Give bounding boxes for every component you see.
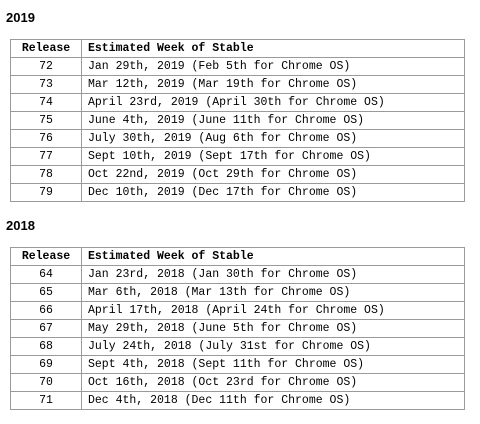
table-row: 70 Oct 16th, 2018 (Oct 23rd for Chrome OS… [10, 373, 465, 392]
release-number-cell: 65 [10, 283, 82, 302]
stable-date-cell: Oct 16th, 2018 (Oct 23rd for Chrome OS) [81, 373, 465, 392]
stable-date-cell: Dec 10th, 2019 (Dec 17th for Chrome OS) [81, 183, 465, 202]
stable-date-cell: Sept 4th, 2018 (Sept 11th for Chrome OS) [81, 355, 465, 374]
table-row: 79 Dec 10th, 2019 (Dec 17th for Chrome OS… [10, 183, 465, 202]
section-title-2019: 2019 [6, 10, 35, 25]
stable-date-cell: Oct 22nd, 2019 (Oct 29th for Chrome OS) [81, 165, 465, 184]
table-row: 65 Mar 6th, 2018 (Mar 13th for Chrome OS) [10, 283, 465, 302]
table-row: 76 July 30th, 2019 (Aug 6th for Chrome OS… [10, 129, 465, 148]
stable-date-cell: Jan 29th, 2019 (Feb 5th for Chrome OS) [81, 57, 465, 76]
stable-date-cell: July 30th, 2019 (Aug 6th for Chrome OS) [81, 129, 465, 148]
release-number-cell: 68 [10, 337, 82, 356]
table-row: 69 Sept 4th, 2018 (Sept 11th for Chrome O… [10, 355, 465, 374]
table-row: 77 Sept 10th, 2019 (Sept 17th for Chrome … [10, 147, 465, 166]
table-row: 67 May 29th, 2018 (June 5th for Chrome OS… [10, 319, 465, 338]
stable-date-cell: Dec 4th, 2018 (Dec 11th for Chrome OS) [81, 391, 465, 410]
release-number-cell: 64 [10, 265, 82, 284]
stable-date-cell: April 17th, 2018 (April 24th for Chrome … [81, 301, 465, 320]
release-number-cell: 78 [10, 165, 82, 184]
table-row: 75 June 4th, 2019 (June 11th for Chrome O… [10, 111, 465, 130]
table-row: 72 Jan 29th, 2019 (Feb 5th for Chrome OS) [10, 57, 465, 76]
table-header-row: Release Estimated Week of Stable [10, 39, 465, 58]
section-title-2018: 2018 [6, 218, 35, 233]
stable-date-cell: Mar 6th, 2018 (Mar 13th for Chrome OS) [81, 283, 465, 302]
release-table-2018: Release Estimated Week of Stable 64 Jan 2… [10, 247, 465, 410]
release-number-cell: 69 [10, 355, 82, 374]
release-number-cell: 70 [10, 373, 82, 392]
stable-date-cell: Mar 12th, 2019 (Mar 19th for Chrome OS) [81, 75, 465, 94]
release-number-cell: 79 [10, 183, 82, 202]
table-row: 74 April 23rd, 2019 (April 30th for Chrom… [10, 93, 465, 112]
release-number-cell: 75 [10, 111, 82, 130]
stable-date-cell: Jan 23rd, 2018 (Jan 30th for Chrome OS) [81, 265, 465, 284]
release-number-cell: 76 [10, 129, 82, 148]
stable-date-cell: June 4th, 2019 (June 11th for Chrome OS) [81, 111, 465, 130]
table-row: 73 Mar 12th, 2019 (Mar 19th for Chrome OS… [10, 75, 465, 94]
release-number-cell: 72 [10, 57, 82, 76]
header-estimated-week: Estimated Week of Stable [81, 247, 465, 266]
release-number-cell: 67 [10, 319, 82, 338]
table-row: 64 Jan 23rd, 2018 (Jan 30th for Chrome OS… [10, 265, 465, 284]
table-row: 78 Oct 22nd, 2019 (Oct 29th for Chrome OS… [10, 165, 465, 184]
release-table-2019: Release Estimated Week of Stable 72 Jan 2… [10, 39, 465, 202]
header-estimated-week: Estimated Week of Stable [81, 39, 465, 58]
table-row: 68 July 24th, 2018 (July 31st for Chrome … [10, 337, 465, 356]
release-number-cell: 73 [10, 75, 82, 94]
release-number-cell: 66 [10, 301, 82, 320]
table-row: 71 Dec 4th, 2018 (Dec 11th for Chrome OS) [10, 391, 465, 410]
table-body: 72 Jan 29th, 2019 (Feb 5th for Chrome OS)… [10, 57, 465, 202]
table-header-row: Release Estimated Week of Stable [10, 247, 465, 266]
stable-date-cell: Sept 10th, 2019 (Sept 17th for Chrome OS… [81, 147, 465, 166]
header-release: Release [10, 247, 82, 266]
stable-date-cell: May 29th, 2018 (June 5th for Chrome OS) [81, 319, 465, 338]
table-body: 64 Jan 23rd, 2018 (Jan 30th for Chrome OS… [10, 265, 465, 410]
stable-date-cell: April 23rd, 2019 (April 30th for Chrome … [81, 93, 465, 112]
table-row: 66 April 17th, 2018 (April 24th for Chrom… [10, 301, 465, 320]
stable-date-cell: July 24th, 2018 (July 31st for Chrome OS… [81, 337, 465, 356]
header-release: Release [10, 39, 82, 58]
release-number-cell: 71 [10, 391, 82, 410]
release-number-cell: 77 [10, 147, 82, 166]
release-number-cell: 74 [10, 93, 82, 112]
